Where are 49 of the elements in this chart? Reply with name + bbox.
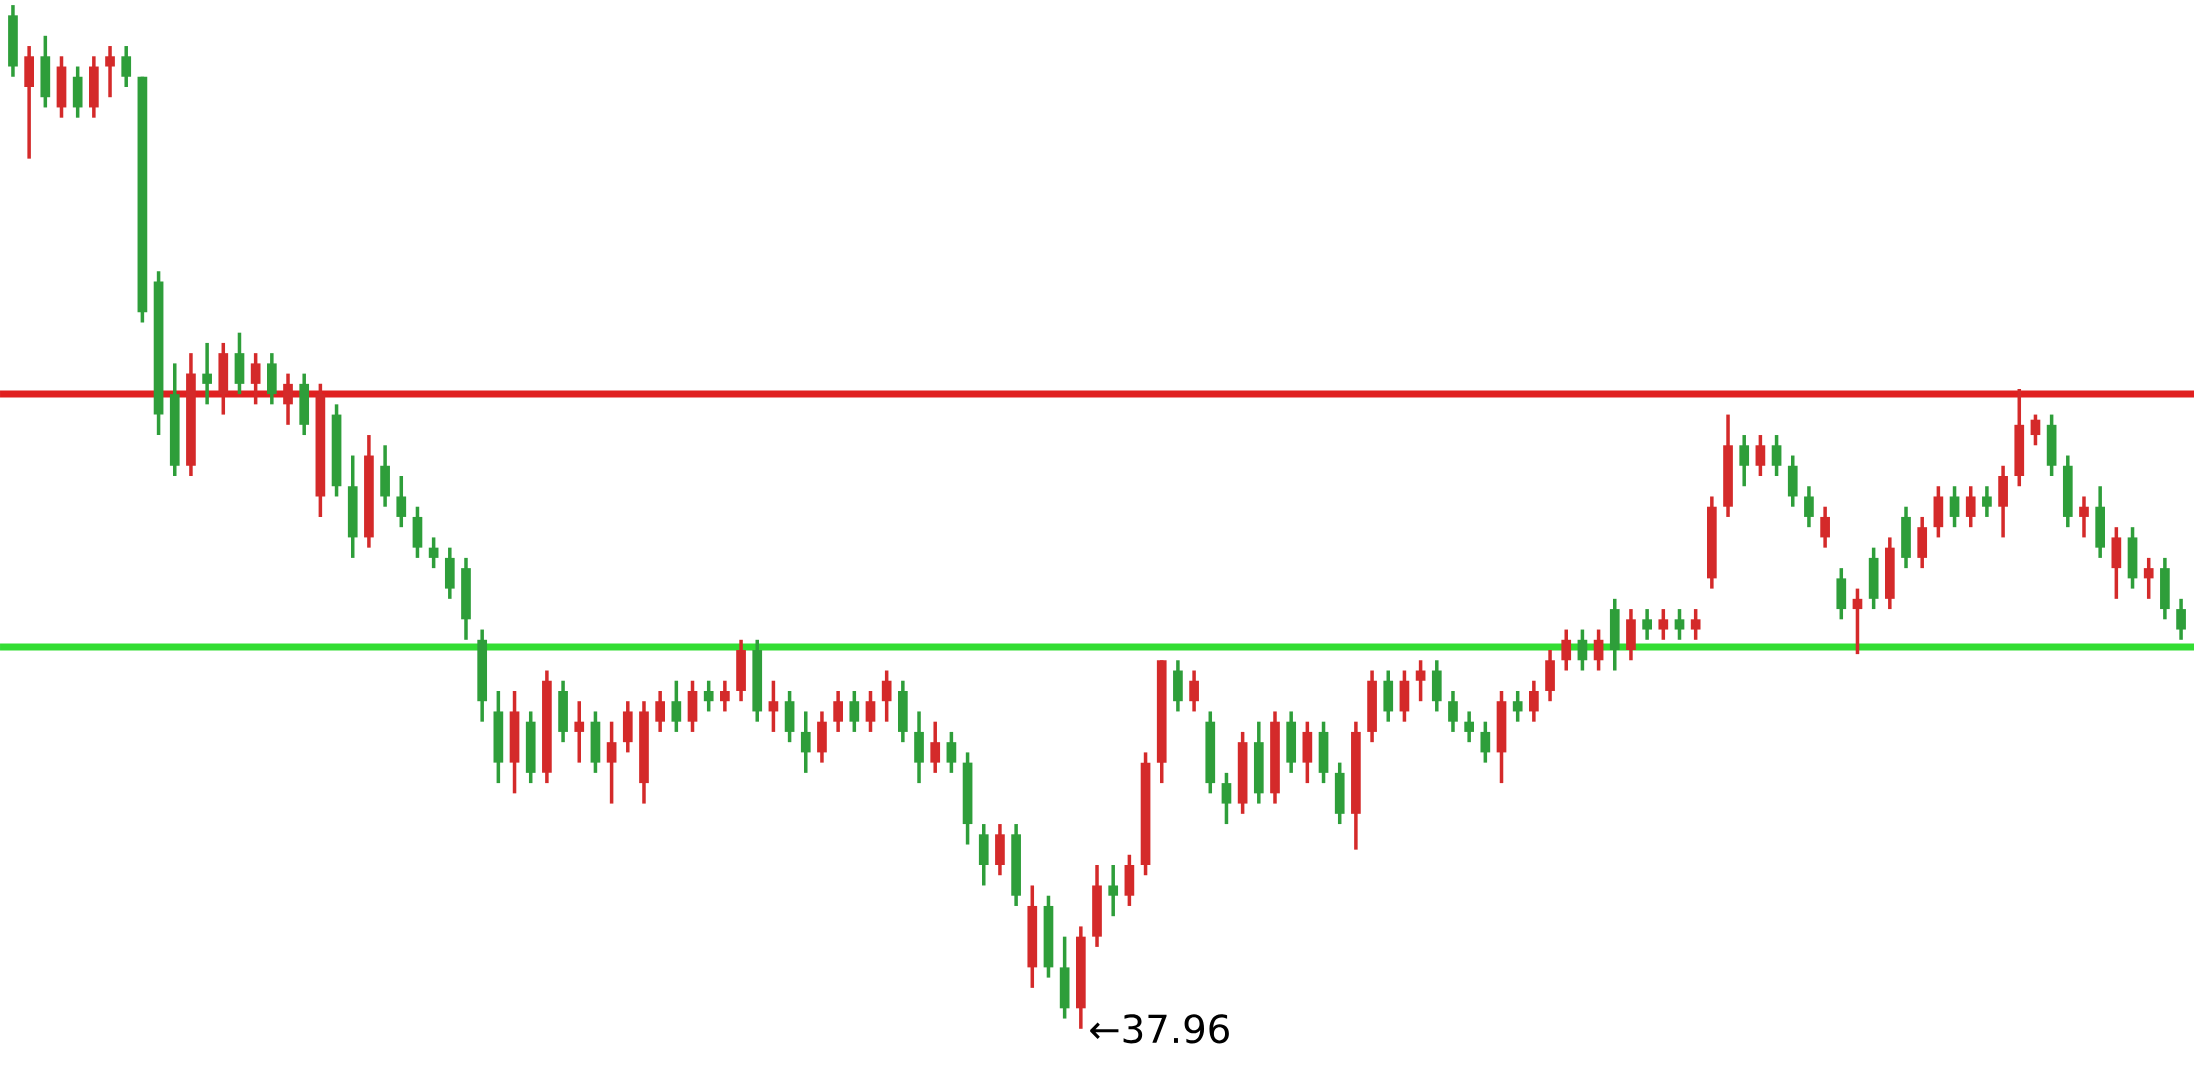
candlestick bbox=[396, 476, 407, 528]
candlestick bbox=[655, 690, 666, 732]
candlestick bbox=[1658, 609, 1669, 640]
candlestick bbox=[1189, 670, 1199, 712]
candlestick bbox=[720, 680, 730, 712]
candlestick bbox=[930, 721, 941, 773]
candlestick bbox=[1739, 435, 1750, 487]
candlestick bbox=[1965, 486, 1976, 528]
candlestick bbox=[1480, 721, 1491, 763]
candlestick bbox=[1690, 609, 1701, 640]
candlestick bbox=[1448, 690, 1458, 732]
candlestick bbox=[1108, 865, 1119, 917]
candlestick bbox=[1755, 435, 1766, 476]
candlestick bbox=[574, 701, 585, 763]
annotation: ←37.96 bbox=[1090, 1014, 1229, 1044]
candlestick bbox=[946, 730, 957, 773]
candlestick bbox=[768, 680, 779, 732]
candlestick bbox=[1529, 680, 1539, 722]
candlestick bbox=[849, 690, 860, 732]
candlestick bbox=[2176, 598, 2186, 640]
candlestick bbox=[428, 537, 439, 569]
candlestick bbox=[202, 341, 212, 405]
candlestick bbox=[881, 670, 892, 722]
candlestick bbox=[1982, 486, 1992, 517]
candlestick bbox=[2143, 556, 2154, 599]
candlestick bbox=[105, 46, 115, 98]
candlestick bbox=[1820, 506, 1830, 548]
candlestick bbox=[1771, 435, 1782, 476]
candlestick bbox=[1221, 772, 1232, 826]
candlestick bbox=[2030, 414, 2041, 446]
candlestick bbox=[703, 680, 714, 712]
candlestick bbox=[121, 46, 132, 87]
candlestick bbox=[1804, 486, 1814, 528]
candlestick bbox=[865, 690, 876, 732]
candlestick bbox=[800, 711, 811, 773]
candlestick bbox=[671, 680, 682, 732]
candlestick bbox=[1512, 690, 1523, 722]
candlestick bbox=[1593, 629, 1604, 671]
candlestick bbox=[1949, 486, 1960, 528]
candlestick bbox=[1415, 660, 1426, 702]
candlestick bbox=[606, 721, 617, 804]
candlestick bbox=[1577, 629, 1588, 671]
candlestick bbox=[1674, 609, 1685, 640]
candlestick bbox=[1464, 711, 1474, 743]
candlestick bbox=[1852, 588, 1863, 656]
candlestick bbox=[2079, 496, 2089, 538]
candlestick bbox=[1642, 609, 1652, 640]
candlestick bbox=[833, 690, 843, 732]
candlestick bbox=[1561, 629, 1572, 671]
